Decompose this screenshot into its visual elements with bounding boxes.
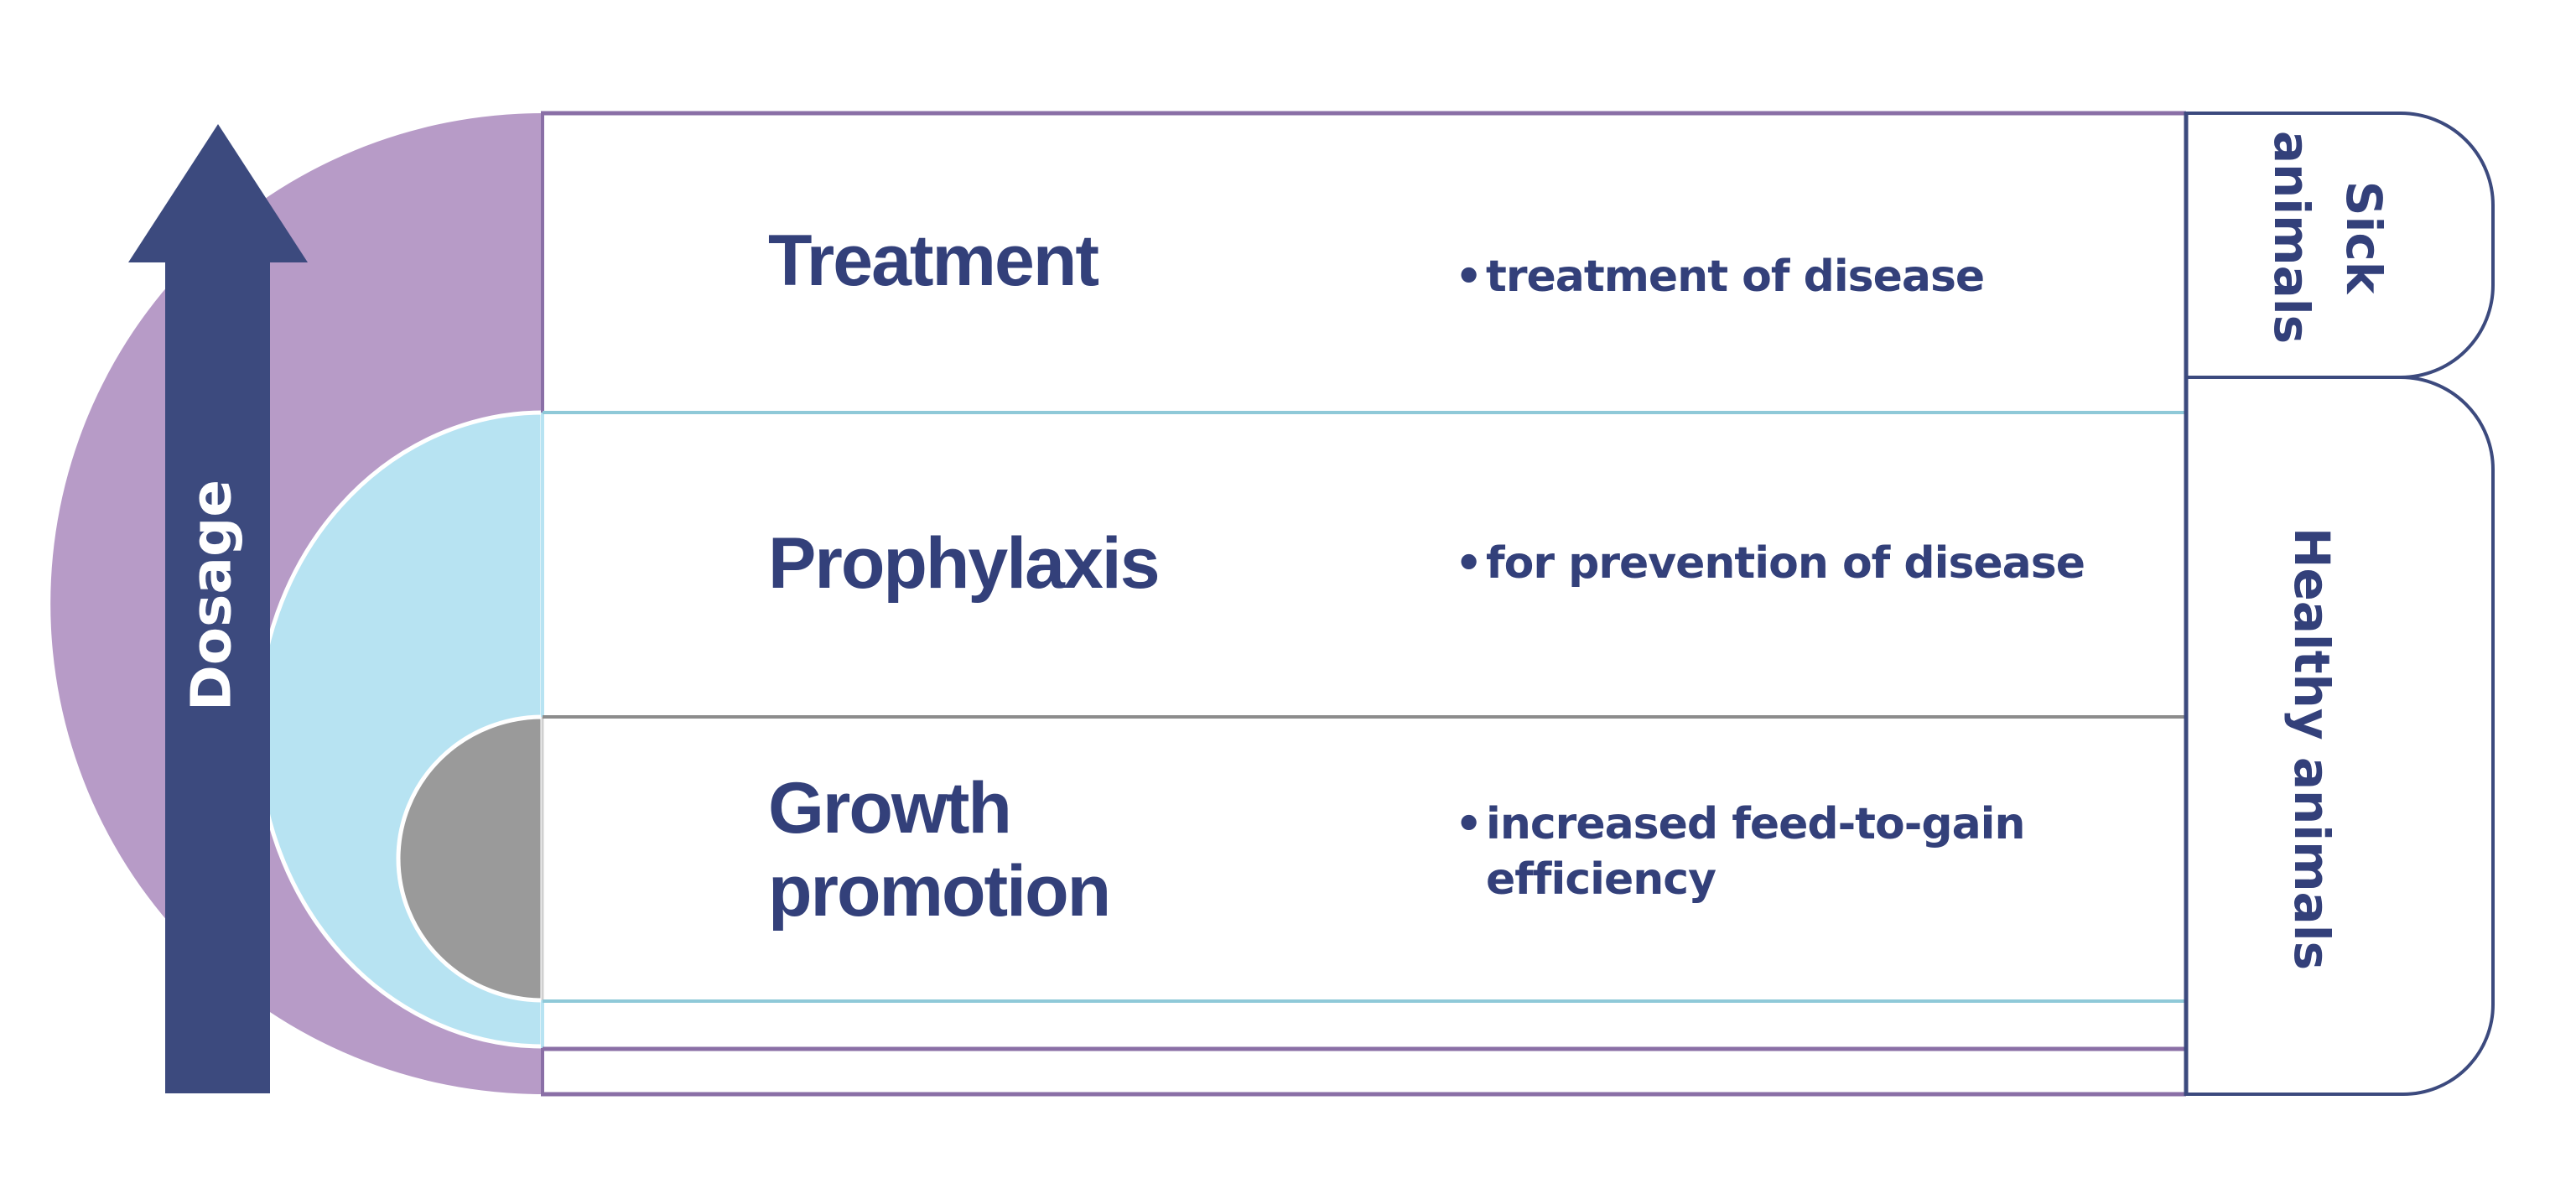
group-label-sick-animals: Sick animals [2256, 131, 2400, 344]
row-title-line: promotion [768, 851, 1111, 932]
description-text: treatment of disease [1486, 252, 1985, 302]
bullet-icon: • [1455, 252, 1483, 302]
row-title-text: Prophylaxis [768, 523, 1161, 604]
row-description-growth-promotion: •increased feed-to-gain efficiency [1455, 797, 2025, 907]
table-background [543, 113, 2186, 1094]
row-title-prophylaxis: Prophylaxis [768, 522, 1161, 605]
bullet-icon: • [1455, 799, 1483, 849]
sick-animals-tab [2184, 112, 2495, 379]
group-label-line: Healthy animals [2283, 527, 2340, 971]
description-text: for prevention of disease [1486, 538, 2085, 589]
description-text: increased feed-to-gain [1486, 799, 2025, 849]
dosage-axis-label: Dosage [179, 480, 244, 711]
arrow-up-icon [128, 124, 308, 1093]
row-description-treatment: •treatment of disease [1455, 249, 1985, 304]
row-description-prophylaxis: •for prevention of disease [1455, 536, 2085, 591]
bullet-icon: • [1455, 538, 1483, 589]
group-label-line: Sick [2335, 180, 2392, 294]
row-title-text: Treatment [768, 221, 1099, 301]
row-title-line: Growth [768, 768, 1012, 849]
row-title-growth-promotion: Growth promotion [768, 767, 1111, 933]
group-label-line: animals [2263, 130, 2320, 345]
description-text: efficiency [1486, 854, 1716, 905]
group-label-healthy-animals: Healthy animals [2276, 527, 2348, 970]
row-title-treatment: Treatment [768, 220, 1099, 303]
growth-promotion-dosage-band [396, 714, 545, 1003]
healthy-animals-tab [2184, 376, 2495, 1096]
